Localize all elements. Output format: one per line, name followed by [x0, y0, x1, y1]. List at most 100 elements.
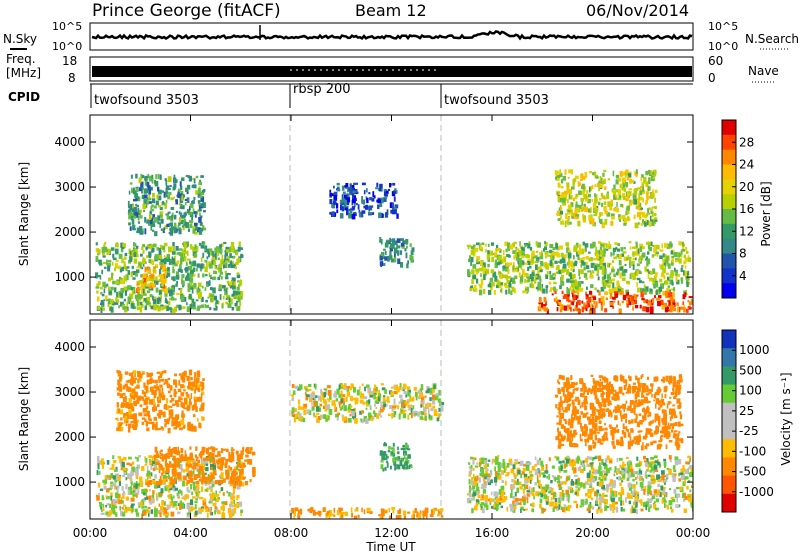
range-gate-cell [213, 270, 217, 274]
range-gate-cell [624, 263, 627, 266]
range-gate-cell [616, 253, 619, 258]
range-gate-cell [166, 305, 169, 312]
range-gate-cell [594, 475, 597, 482]
range-gate-cell [101, 308, 105, 311]
range-gate-cell [581, 300, 584, 304]
range-gate-cell [481, 242, 485, 245]
range-gate-cell [189, 286, 193, 290]
range-gate-cell [650, 466, 655, 472]
range-gate-cell [643, 176, 647, 183]
range-gate-cell [190, 244, 193, 248]
range-gate-cell [583, 187, 586, 192]
range-gate-cell [648, 246, 653, 252]
range-gate-cell [402, 388, 405, 392]
range-gate-cell [403, 453, 406, 459]
range-gate-cell [635, 242, 638, 248]
range-gate-cell [202, 202, 206, 208]
range-gate-cell [619, 272, 622, 279]
range-gate-cell [582, 216, 585, 221]
range-gate-cell [211, 453, 215, 457]
range-gate-cell [191, 200, 195, 204]
range-gate-cell [397, 250, 400, 256]
range-gate-cell [560, 280, 563, 286]
range-gate-cell [615, 207, 620, 213]
range-gate-cell [232, 277, 236, 282]
range-gate-cell [131, 219, 135, 225]
range-gate-cell [118, 253, 123, 259]
range-gate-cell [513, 288, 516, 294]
range-gate-cell [429, 387, 433, 394]
range-gate-cell [131, 424, 135, 429]
range-gate-cell [239, 301, 242, 307]
range-gate-cell [198, 229, 203, 235]
range-gate-cell [152, 247, 155, 252]
range-gate-cell [208, 251, 210, 258]
range-gate-cell [539, 498, 543, 504]
range-gate-cell [238, 280, 243, 286]
range-gate-cell [155, 458, 158, 462]
range-gate-cell [201, 285, 204, 289]
range-gate-cell [564, 254, 567, 259]
range-gate-cell [172, 268, 175, 274]
range-gate-cell [565, 476, 569, 482]
range-gate-cell [343, 385, 347, 390]
range-gate-cell [123, 472, 126, 475]
range-gate-cell [386, 396, 390, 402]
range-gate-cell [341, 206, 345, 212]
range-gate-cell [107, 475, 110, 478]
range-gate-cell [236, 465, 239, 471]
range-gate-cell [157, 189, 162, 195]
range-gate-cell [609, 467, 612, 471]
range-gate-cell [148, 259, 152, 263]
range-gate-cell [153, 416, 157, 421]
range-gate-cell [647, 251, 650, 255]
range-gate-cell [138, 455, 141, 458]
range-gate-cell [375, 187, 379, 190]
range-gate-cell [310, 392, 313, 398]
range-gate-cell [156, 481, 161, 484]
range-gate-cell [211, 256, 215, 261]
range-gate-cell [587, 304, 590, 307]
range-gate-cell [333, 191, 338, 197]
range-gate-cell [155, 276, 158, 281]
range-gate-cell [180, 214, 184, 219]
range-gate-cell [171, 308, 176, 313]
range-gate-cell [181, 205, 185, 210]
range-gate-cell [490, 471, 493, 476]
range-gate-cell [213, 307, 218, 311]
range-gate-cell [411, 256, 414, 262]
range-gate-cell [101, 246, 106, 253]
range-gate-cell [490, 286, 493, 291]
range-gate-cell [409, 255, 413, 261]
range-gate-cell [116, 409, 118, 415]
range-gate-cell [342, 198, 346, 202]
range-gate-cell [545, 285, 549, 288]
range-gate-cell [537, 266, 540, 270]
range-gate-cell [119, 458, 124, 464]
range-gate-cell [556, 174, 561, 179]
range-gate-cell [682, 481, 686, 487]
range-gate-cell [189, 277, 194, 283]
range-gate-cell [201, 416, 204, 421]
range-gate-cell [143, 194, 148, 199]
range-gate-cell [192, 306, 196, 310]
range-gate-cell [530, 503, 534, 507]
range-gate-cell [181, 194, 185, 198]
range-gate-cell [656, 251, 659, 255]
range-gate-cell [671, 508, 674, 513]
range-gate-cell [671, 288, 675, 291]
range-gate-cell [192, 381, 196, 388]
range-gate-cell [234, 263, 236, 269]
range-gate-cell [512, 262, 515, 267]
range-gate-cell [311, 406, 315, 411]
range-gate-cell [618, 214, 621, 217]
range-gate-cell [619, 464, 622, 468]
range-gate-cell [494, 466, 496, 472]
range-gate-cell [194, 465, 198, 470]
range-gate-cell [603, 274, 607, 279]
range-gate-cell [573, 500, 578, 504]
range-gate-cell [210, 466, 213, 471]
range-gate-cell [150, 377, 153, 380]
range-gate-cell [568, 457, 571, 463]
range-gate-cell [401, 246, 405, 249]
